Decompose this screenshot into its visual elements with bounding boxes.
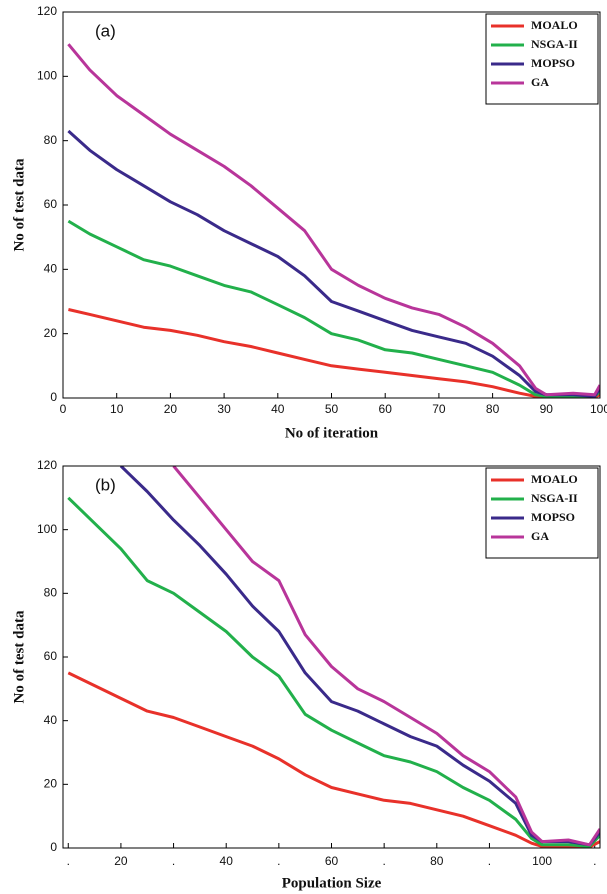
x-axis-title: Population Size bbox=[282, 875, 382, 891]
x-tick-label: 80 bbox=[430, 854, 444, 868]
y-tick-label: 60 bbox=[44, 197, 58, 211]
series-line bbox=[67, 671, 600, 848]
y-axis-title: No of test data bbox=[11, 158, 27, 251]
x-tick-label: . bbox=[593, 854, 596, 868]
legend-label: GA bbox=[531, 529, 549, 543]
x-tick-label: 50 bbox=[325, 402, 339, 416]
x-tick-label: 20 bbox=[114, 854, 128, 868]
x-tick-label: 70 bbox=[432, 402, 446, 416]
y-tick-label: 40 bbox=[44, 262, 58, 276]
y-tick-label: 40 bbox=[44, 713, 58, 727]
y-tick-label: 100 bbox=[37, 522, 57, 536]
x-tick-label: 100 bbox=[590, 402, 607, 416]
y-tick-label: 80 bbox=[44, 133, 58, 147]
series-line bbox=[67, 496, 600, 848]
x-tick-label: 10 bbox=[110, 402, 124, 416]
x-tick-label: . bbox=[67, 854, 70, 868]
legend-label: MOALO bbox=[531, 472, 578, 486]
x-tick-label: . bbox=[488, 854, 491, 868]
y-axis-title: No of test data bbox=[11, 610, 27, 703]
y-tick-label: 0 bbox=[50, 390, 57, 404]
x-tick-label: . bbox=[277, 854, 280, 868]
y-tick-label: 100 bbox=[37, 69, 57, 83]
legend-box bbox=[485, 467, 599, 559]
x-tick-label: . bbox=[172, 854, 175, 868]
y-tick-label: 20 bbox=[44, 777, 58, 791]
legend-box bbox=[485, 13, 599, 105]
legend-label: MOALO bbox=[531, 18, 578, 32]
x-tick-label: 60 bbox=[325, 854, 339, 868]
x-tick-label: 60 bbox=[379, 402, 393, 416]
y-tick-label: 120 bbox=[37, 4, 57, 18]
series-line bbox=[67, 43, 600, 397]
legend-label: MOPSO bbox=[531, 56, 575, 70]
x-tick-label: 40 bbox=[271, 402, 285, 416]
x-tick-label: . bbox=[382, 854, 385, 868]
x-tick-label: 90 bbox=[540, 402, 554, 416]
plot-frame bbox=[62, 465, 601, 849]
legend-label: MOPSO bbox=[531, 510, 575, 524]
panel-label: (b) bbox=[95, 475, 116, 494]
y-tick-label: 60 bbox=[44, 649, 58, 663]
series-line bbox=[67, 129, 600, 398]
legend-label: NSGA-II bbox=[531, 37, 578, 51]
y-tick-label: 80 bbox=[44, 586, 58, 600]
y-tick-label: 120 bbox=[37, 458, 57, 472]
panel-label: (a) bbox=[95, 21, 116, 40]
x-axis-title: No of iteration bbox=[285, 425, 379, 441]
x-tick-label: 100 bbox=[532, 854, 552, 868]
legend-label: GA bbox=[531, 75, 549, 89]
series-line bbox=[67, 219, 600, 398]
y-tick-label: 20 bbox=[44, 326, 58, 340]
x-tick-label: 20 bbox=[164, 402, 178, 416]
series-line bbox=[172, 466, 600, 847]
x-tick-label: 40 bbox=[220, 854, 234, 868]
plot-frame bbox=[62, 11, 601, 399]
x-tick-label: 30 bbox=[217, 402, 231, 416]
x-tick-label: 80 bbox=[486, 402, 500, 416]
y-tick-label: 0 bbox=[50, 840, 57, 854]
legend-label: NSGA-II bbox=[531, 491, 578, 505]
x-tick-label: 0 bbox=[60, 402, 67, 416]
